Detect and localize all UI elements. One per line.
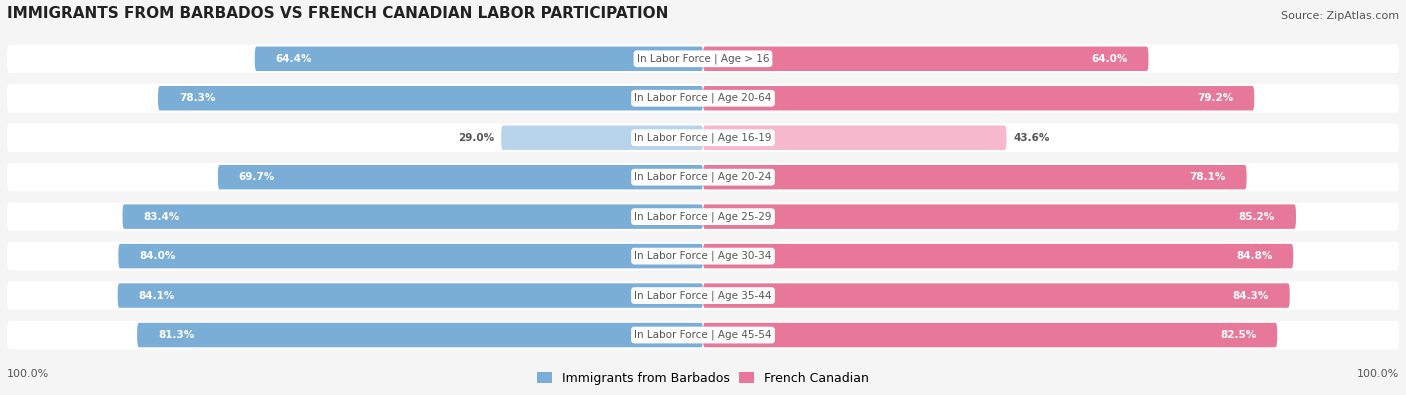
- FancyBboxPatch shape: [122, 204, 703, 229]
- Text: 29.0%: 29.0%: [458, 133, 494, 143]
- Text: 84.1%: 84.1%: [139, 291, 174, 301]
- FancyBboxPatch shape: [501, 126, 703, 150]
- Text: 64.0%: 64.0%: [1091, 54, 1128, 64]
- FancyBboxPatch shape: [7, 321, 1399, 349]
- Text: 100.0%: 100.0%: [1357, 369, 1399, 378]
- FancyBboxPatch shape: [7, 45, 1399, 73]
- FancyBboxPatch shape: [7, 124, 1399, 152]
- Text: 78.3%: 78.3%: [179, 93, 215, 103]
- Text: In Labor Force | Age 25-29: In Labor Force | Age 25-29: [634, 211, 772, 222]
- FancyBboxPatch shape: [218, 165, 703, 190]
- Text: 100.0%: 100.0%: [7, 369, 49, 378]
- Text: In Labor Force | Age > 16: In Labor Force | Age > 16: [637, 54, 769, 64]
- FancyBboxPatch shape: [138, 323, 703, 347]
- FancyBboxPatch shape: [703, 126, 1007, 150]
- FancyBboxPatch shape: [703, 86, 1254, 111]
- FancyBboxPatch shape: [703, 47, 1149, 71]
- Text: 85.2%: 85.2%: [1239, 212, 1275, 222]
- Text: 83.4%: 83.4%: [143, 212, 180, 222]
- FancyBboxPatch shape: [703, 165, 1247, 190]
- Text: 69.7%: 69.7%: [239, 172, 276, 182]
- FancyBboxPatch shape: [7, 281, 1399, 310]
- Text: IMMIGRANTS FROM BARBADOS VS FRENCH CANADIAN LABOR PARTICIPATION: IMMIGRANTS FROM BARBADOS VS FRENCH CANAD…: [7, 6, 668, 21]
- Text: 79.2%: 79.2%: [1197, 93, 1233, 103]
- Text: 84.0%: 84.0%: [139, 251, 176, 261]
- FancyBboxPatch shape: [7, 242, 1399, 270]
- Text: Source: ZipAtlas.com: Source: ZipAtlas.com: [1281, 11, 1399, 21]
- Text: 84.3%: 84.3%: [1233, 291, 1268, 301]
- FancyBboxPatch shape: [118, 244, 703, 268]
- Text: In Labor Force | Age 45-54: In Labor Force | Age 45-54: [634, 330, 772, 340]
- Text: 64.4%: 64.4%: [276, 54, 312, 64]
- FancyBboxPatch shape: [254, 47, 703, 71]
- FancyBboxPatch shape: [7, 163, 1399, 192]
- Text: In Labor Force | Age 35-44: In Labor Force | Age 35-44: [634, 290, 772, 301]
- FancyBboxPatch shape: [7, 202, 1399, 231]
- Text: In Labor Force | Age 20-64: In Labor Force | Age 20-64: [634, 93, 772, 103]
- Text: 43.6%: 43.6%: [1014, 133, 1050, 143]
- FancyBboxPatch shape: [703, 244, 1294, 268]
- FancyBboxPatch shape: [703, 283, 1289, 308]
- Text: 84.8%: 84.8%: [1236, 251, 1272, 261]
- Text: 82.5%: 82.5%: [1220, 330, 1257, 340]
- FancyBboxPatch shape: [7, 84, 1399, 113]
- FancyBboxPatch shape: [157, 86, 703, 111]
- Text: 78.1%: 78.1%: [1189, 172, 1226, 182]
- Legend: Immigrants from Barbados, French Canadian: Immigrants from Barbados, French Canadia…: [531, 367, 875, 389]
- Text: In Labor Force | Age 30-34: In Labor Force | Age 30-34: [634, 251, 772, 261]
- FancyBboxPatch shape: [118, 283, 703, 308]
- FancyBboxPatch shape: [703, 204, 1296, 229]
- Text: 81.3%: 81.3%: [157, 330, 194, 340]
- Text: In Labor Force | Age 16-19: In Labor Force | Age 16-19: [634, 132, 772, 143]
- FancyBboxPatch shape: [703, 323, 1277, 347]
- Text: In Labor Force | Age 20-24: In Labor Force | Age 20-24: [634, 172, 772, 182]
